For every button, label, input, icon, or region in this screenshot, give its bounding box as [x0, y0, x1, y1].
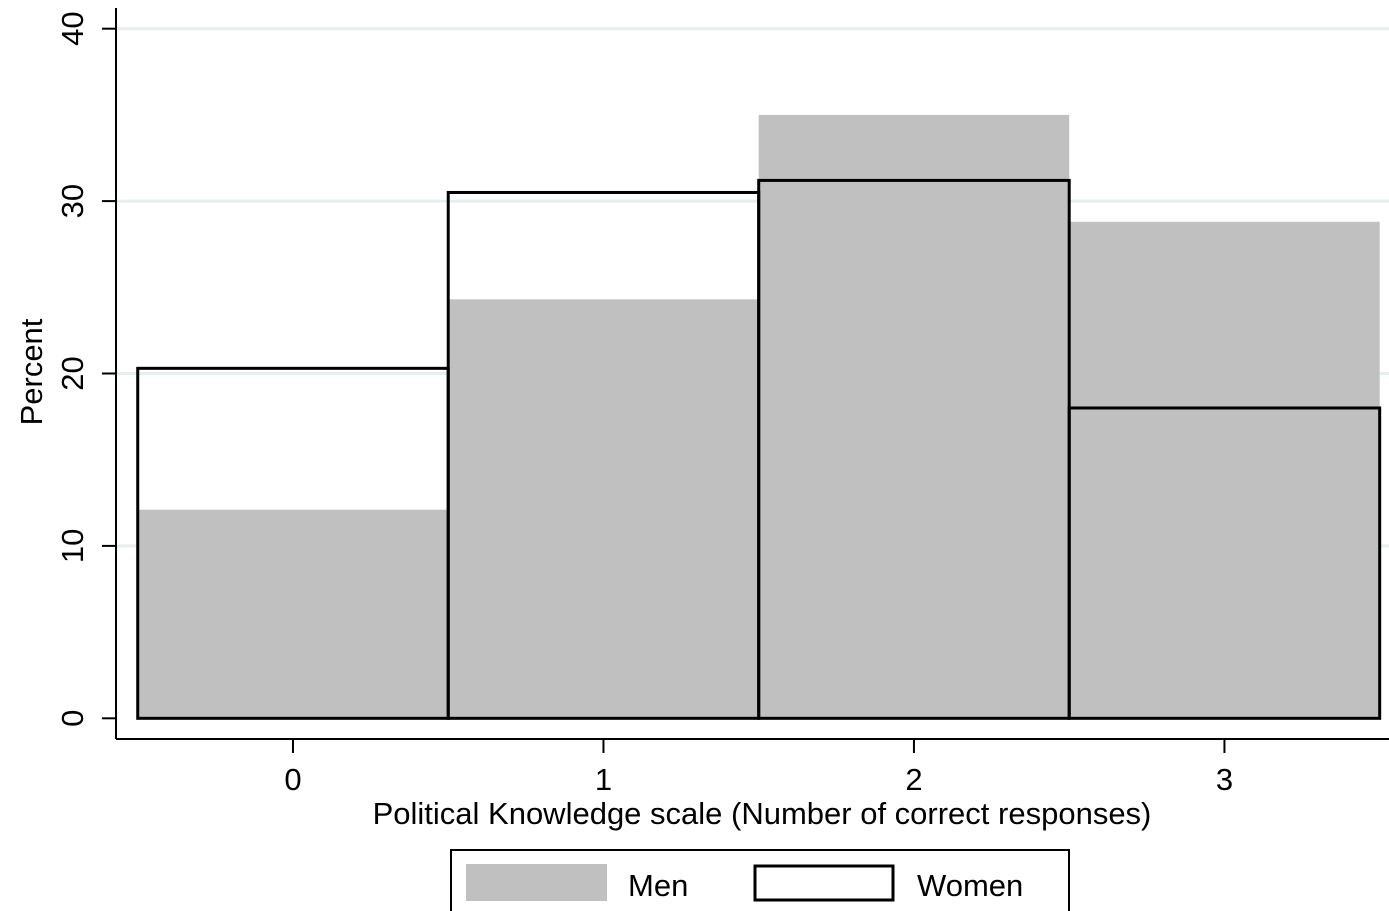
men-bar — [448, 299, 759, 719]
men-bar — [758, 114, 1070, 719]
x-tick-label: 0 — [284, 762, 301, 797]
legend-swatch-women — [753, 864, 895, 902]
x-tick-label: 2 — [905, 762, 922, 797]
y-tick-label: 0 — [55, 710, 90, 727]
legend-label-men: Men — [628, 868, 688, 903]
legend-swatch-men — [466, 864, 607, 901]
y-tick-label: 10 — [55, 529, 90, 563]
legend-label-women: Women — [917, 868, 1023, 903]
x-axis-title: Political Knowledge scale (Number of cor… — [373, 796, 1152, 831]
legend: Men Women — [450, 849, 1070, 911]
axes — [102, 8, 1389, 753]
y-tick-label: 30 — [55, 184, 90, 218]
y-tick-label: 40 — [55, 11, 90, 45]
men-bar — [1069, 221, 1380, 719]
men-bar — [137, 509, 449, 719]
women-bars — [136, 178, 1382, 720]
y-tick-label: 20 — [55, 356, 90, 390]
x-tick-labels: 0 1 2 3 — [284, 762, 1233, 797]
y-axis-title: Percent — [14, 318, 49, 425]
men-bars — [137, 114, 1380, 719]
y-tick-labels: 0 10 20 30 40 — [55, 11, 90, 726]
x-tick-label: 1 — [595, 762, 612, 797]
women-bar — [1067, 406, 1382, 720]
x-tick-label: 3 — [1216, 762, 1233, 797]
